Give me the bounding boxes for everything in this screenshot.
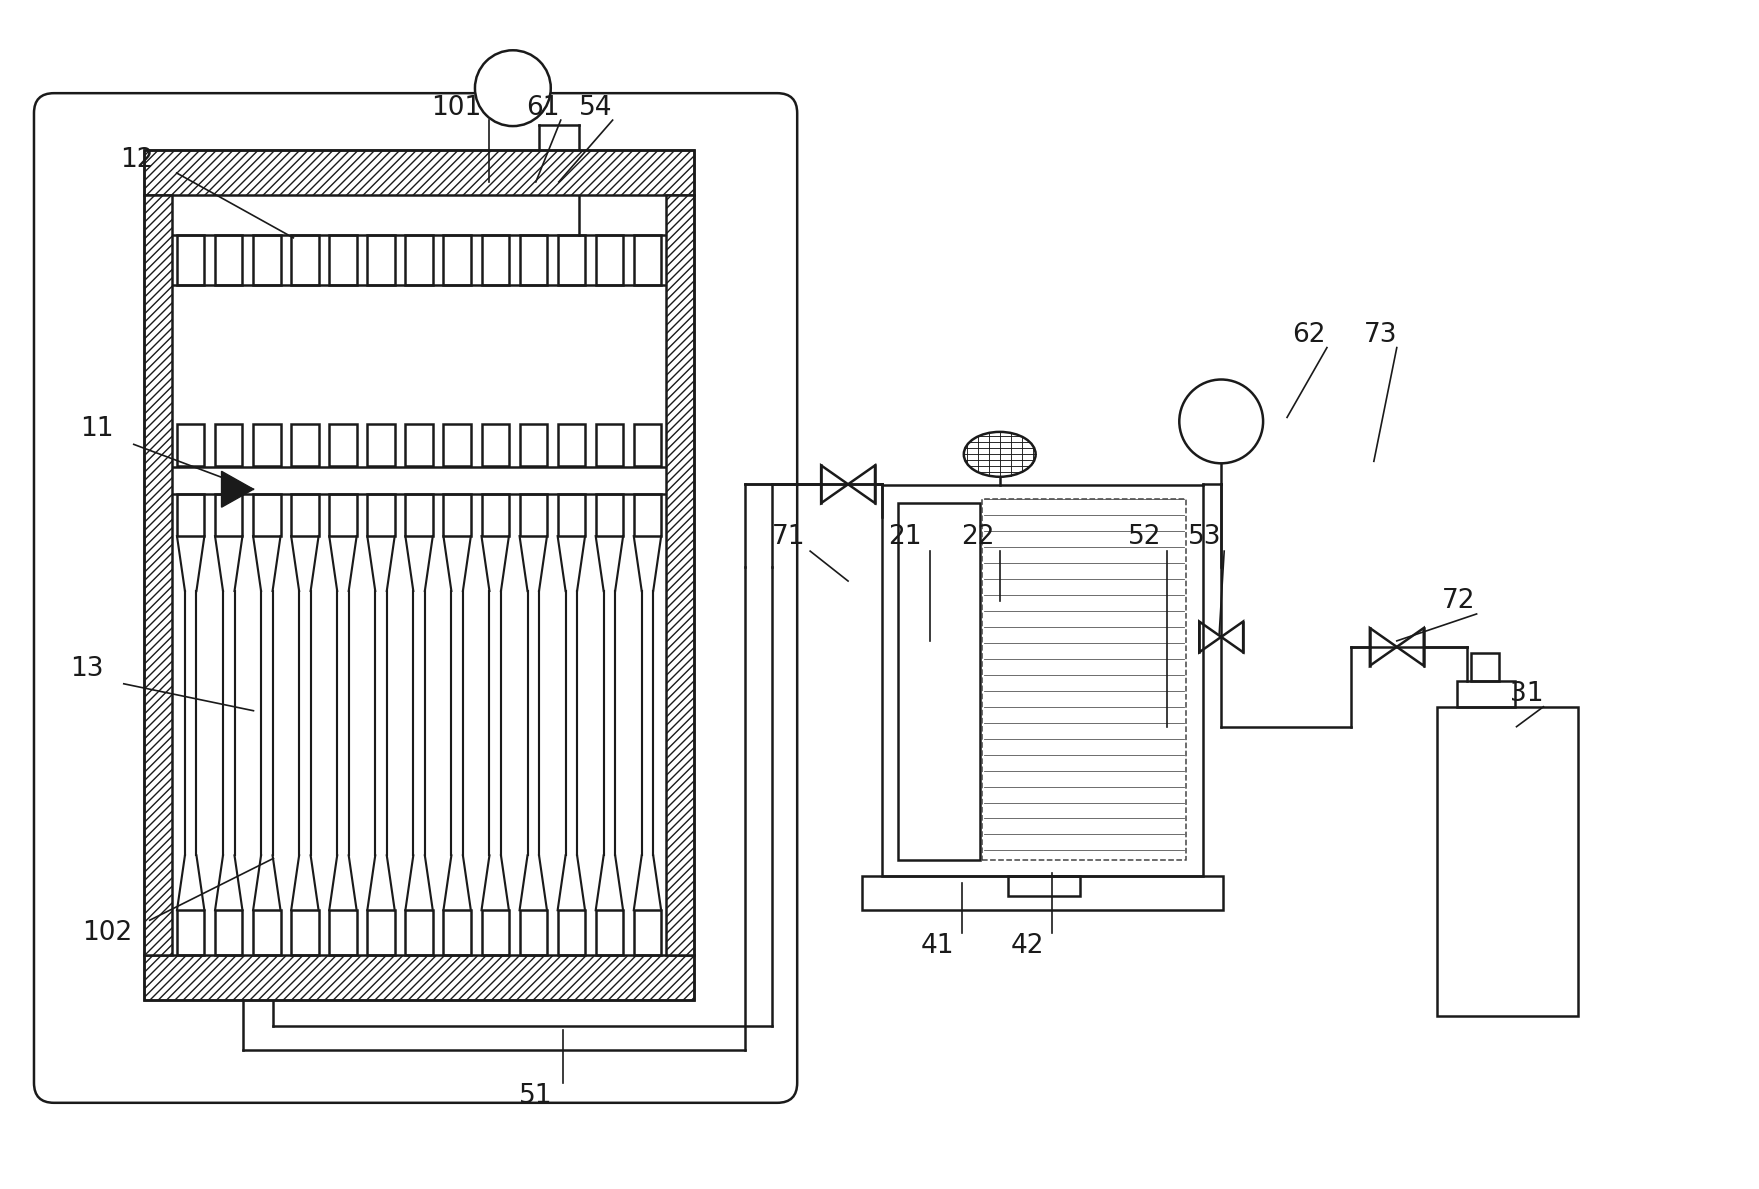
Bar: [596, 235, 623, 284]
Bar: [329, 424, 357, 466]
Bar: [292, 424, 318, 466]
Text: 61: 61: [526, 95, 559, 121]
Bar: [253, 235, 280, 284]
Bar: [519, 235, 547, 284]
Text: 13: 13: [70, 656, 104, 681]
Text: 11: 11: [81, 416, 114, 442]
Text: 71: 71: [772, 524, 806, 551]
Bar: [405, 911, 433, 955]
Text: 51: 51: [519, 1083, 552, 1109]
Bar: [482, 235, 508, 284]
Bar: [558, 495, 586, 536]
Bar: [1456, 681, 1514, 706]
Text: 62: 62: [1293, 321, 1326, 347]
Bar: [443, 911, 471, 955]
Bar: [881, 485, 1203, 876]
Bar: [253, 424, 280, 466]
Bar: [633, 424, 661, 466]
Text: 73: 73: [1363, 321, 1398, 347]
Bar: [405, 424, 433, 466]
Bar: [329, 495, 357, 536]
Bar: [215, 235, 243, 284]
Bar: [443, 235, 471, 284]
Bar: [1437, 706, 1578, 1017]
Bar: [368, 495, 394, 536]
Bar: [1471, 653, 1499, 681]
Bar: [368, 911, 394, 955]
Bar: [519, 424, 547, 466]
Bar: [633, 911, 661, 955]
Bar: [329, 235, 357, 284]
Bar: [443, 495, 471, 536]
Text: 42: 42: [1011, 933, 1045, 960]
Text: 12: 12: [120, 147, 153, 174]
Bar: [405, 495, 433, 536]
Text: 52: 52: [1128, 524, 1161, 551]
Bar: [667, 195, 695, 955]
Circle shape: [1179, 379, 1263, 464]
Bar: [982, 499, 1186, 861]
Text: 22: 22: [960, 524, 994, 551]
Bar: [178, 424, 204, 466]
Bar: [519, 495, 547, 536]
Bar: [1008, 876, 1080, 897]
Bar: [253, 911, 280, 955]
Text: 54: 54: [579, 95, 612, 121]
Bar: [519, 911, 547, 955]
Bar: [862, 876, 1223, 911]
Bar: [292, 235, 318, 284]
Ellipse shape: [964, 432, 1036, 477]
Bar: [897, 503, 980, 861]
Bar: [482, 911, 508, 955]
Circle shape: [475, 50, 551, 126]
Polygon shape: [222, 471, 253, 508]
Text: 102: 102: [81, 920, 132, 946]
Bar: [596, 911, 623, 955]
Bar: [292, 495, 318, 536]
Text: 72: 72: [1442, 589, 1476, 614]
Bar: [178, 235, 204, 284]
Bar: [178, 911, 204, 955]
Bar: [368, 235, 394, 284]
Bar: [215, 911, 243, 955]
Bar: [292, 911, 318, 955]
Text: 101: 101: [431, 95, 482, 121]
Text: 41: 41: [922, 933, 955, 960]
Bar: [482, 424, 508, 466]
Bar: [144, 150, 695, 1000]
Bar: [253, 495, 280, 536]
Text: 31: 31: [1509, 681, 1543, 706]
Bar: [596, 495, 623, 536]
Bar: [633, 495, 661, 536]
Bar: [215, 495, 243, 536]
Bar: [329, 911, 357, 955]
Bar: [144, 955, 695, 1000]
Bar: [482, 495, 508, 536]
Text: 53: 53: [1187, 524, 1221, 551]
Bar: [596, 424, 623, 466]
Bar: [633, 235, 661, 284]
Bar: [144, 195, 172, 955]
Bar: [443, 424, 471, 466]
Bar: [144, 150, 695, 195]
Text: 21: 21: [888, 524, 922, 551]
Bar: [215, 424, 243, 466]
Bar: [405, 235, 433, 284]
Bar: [558, 424, 586, 466]
Bar: [558, 235, 586, 284]
Bar: [368, 424, 394, 466]
Bar: [558, 911, 586, 955]
Bar: [178, 495, 204, 536]
